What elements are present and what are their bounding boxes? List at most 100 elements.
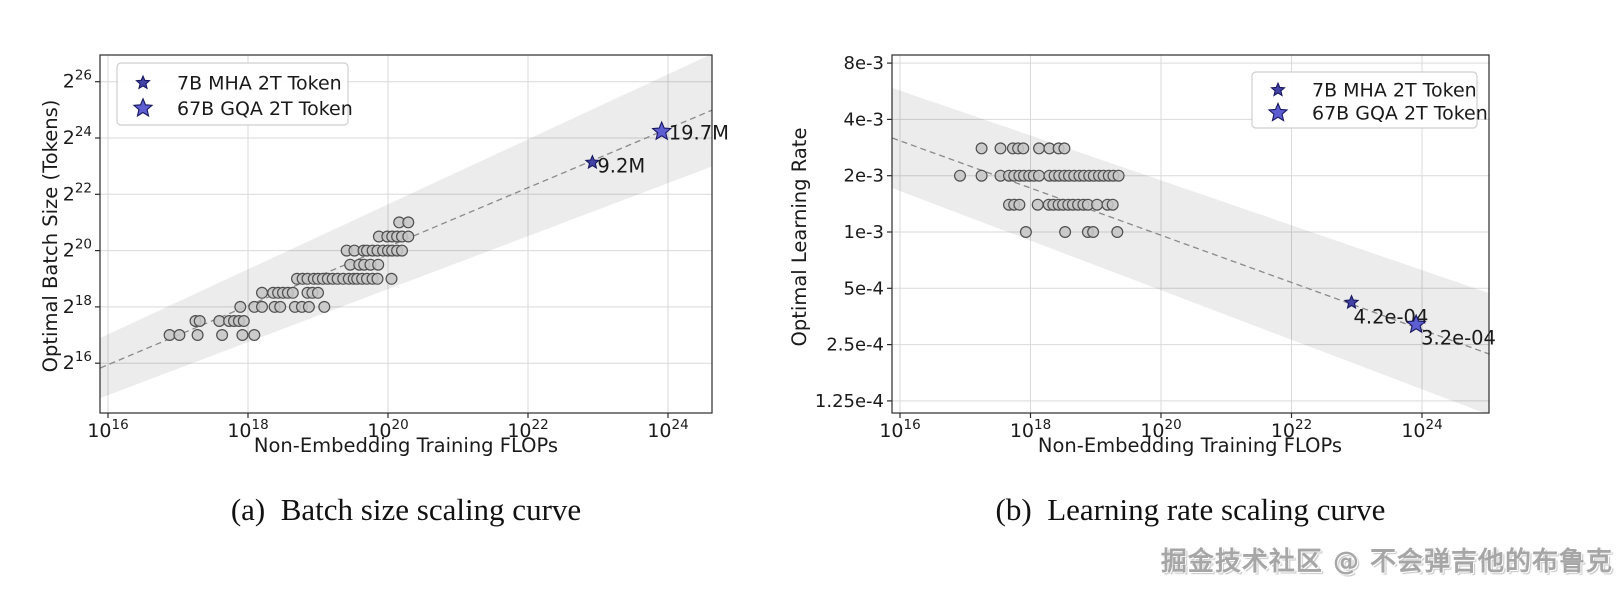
data-point [975,142,988,155]
data-point [1032,142,1045,155]
data-point [1032,169,1045,182]
x-tick-label: 1020 [1140,417,1181,442]
legend-a: 7B MHA 2T Token 67B GQA 2T Token [116,62,353,126]
y-tick-label: 218 [63,293,92,318]
x-tick-label: 1022 [507,417,548,442]
data-point [163,329,176,342]
scatter-points-a [163,216,415,342]
y-tick-label: 2.5e-4 [826,335,884,356]
y-tick-label: 4e-3 [844,109,884,130]
data-point [193,315,206,328]
y-tick-label: 2e-3 [844,166,884,187]
data-point [173,329,186,342]
star-marker-67b [1405,313,1427,334]
legend-entry-label: 7B MHA 2T Token [1312,79,1477,101]
data-point [402,216,415,229]
confidence-band [892,87,1489,413]
x-axis-label: Non-Embedding Training FLOPs [254,434,558,457]
y-tick-label: 220 [63,237,92,262]
legend-entry-label: 67B GQA 2T Token [177,98,353,120]
y-axis-label: Optimal Learning Rate [788,128,811,347]
y-tick-label: 1.25e-4 [815,391,884,412]
x-tick-label: 1018 [227,417,268,442]
x-axis-label: Non-Embedding Training FLOPs [1038,434,1342,457]
data-point [256,286,269,299]
y-tick-label: 224 [63,124,92,149]
data-point [396,244,409,257]
x-tick-label: 1022 [1271,417,1312,442]
x-tick-label: 1016 [879,417,920,442]
data-point [371,272,384,285]
data-point [1087,226,1100,239]
data-point [975,169,988,182]
y-tick-label: 226 [63,68,92,93]
legend-star-small-icon [135,74,151,90]
y-tick-label: 216 [63,349,92,374]
y-axis-label: Optimal Batch Size (Tokens) [39,100,62,373]
plot-border [99,54,713,414]
data-point [237,315,250,328]
data-point [402,230,415,243]
data-point [1091,198,1104,211]
data-point [953,169,966,182]
data-point [216,329,229,342]
data-point [318,300,331,313]
star-marker-7b [584,154,601,170]
caption-batch-size: (a) Batch size scaling curve [230,492,582,527]
y-tick-label: 1e-3 [844,222,884,243]
annotation-19.7M: 19.7M [669,122,729,145]
data-point [1019,226,1032,239]
star-marker-67b [651,120,673,141]
data-point [372,258,385,271]
data-point [302,300,315,313]
data-point [1106,198,1119,211]
data-point [1017,142,1030,155]
data-point [256,300,269,313]
data-point [1031,198,1044,211]
scatter-points-b [953,142,1125,239]
data-point [1058,142,1071,155]
grid-b [892,55,1489,413]
data-point [1013,198,1026,211]
legend-box [1251,71,1478,129]
data-point [994,142,1007,155]
data-point [286,286,299,299]
fit-line [892,137,1489,355]
data-point [1111,226,1124,239]
legend-entry-label: 7B MHA 2T Token [177,72,342,94]
data-point [274,300,287,313]
x-tick-label: 1016 [87,417,128,442]
legend-star-small-icon [1270,81,1286,97]
x-tick-label: 1020 [367,417,408,442]
annotation-9.2M: 9.2M [597,155,645,178]
y-tick-label: 8e-3 [844,53,884,74]
star-marker-7b [1343,294,1360,310]
caption-learning-rate: (b) Learning rate scaling curve [995,492,1386,527]
data-point [312,286,325,299]
data-point [213,315,226,328]
legend-star-large-icon [1267,101,1289,122]
x-tick-label: 1018 [1010,417,1051,442]
legend-star-large-icon [132,97,154,118]
legend-entry-label: 67B GQA 2T Token [1312,102,1488,124]
y-tick-label: 222 [63,180,92,205]
y-tick-label: 5e-4 [844,278,884,299]
data-point [1112,169,1125,182]
annotation-3.2e-04: 3.2e-04 [1421,327,1496,350]
data-point [248,329,261,342]
plot-border [891,54,1490,414]
chart-a: 9.2M 19.7M 1016 1018 1020 1022 1024 226 224 222 22… [39,54,729,457]
data-point [1059,226,1072,239]
x-tick-label: 1024 [1401,417,1442,442]
data-point [385,272,398,285]
x-tick-label: 1024 [647,417,688,442]
data-point [236,329,249,342]
legend-box [116,62,349,126]
watermark-text: 掘金技术社区 @ 不会弹吉他的布鲁克 [1160,547,1613,577]
data-point [234,300,247,313]
data-point [191,329,204,342]
